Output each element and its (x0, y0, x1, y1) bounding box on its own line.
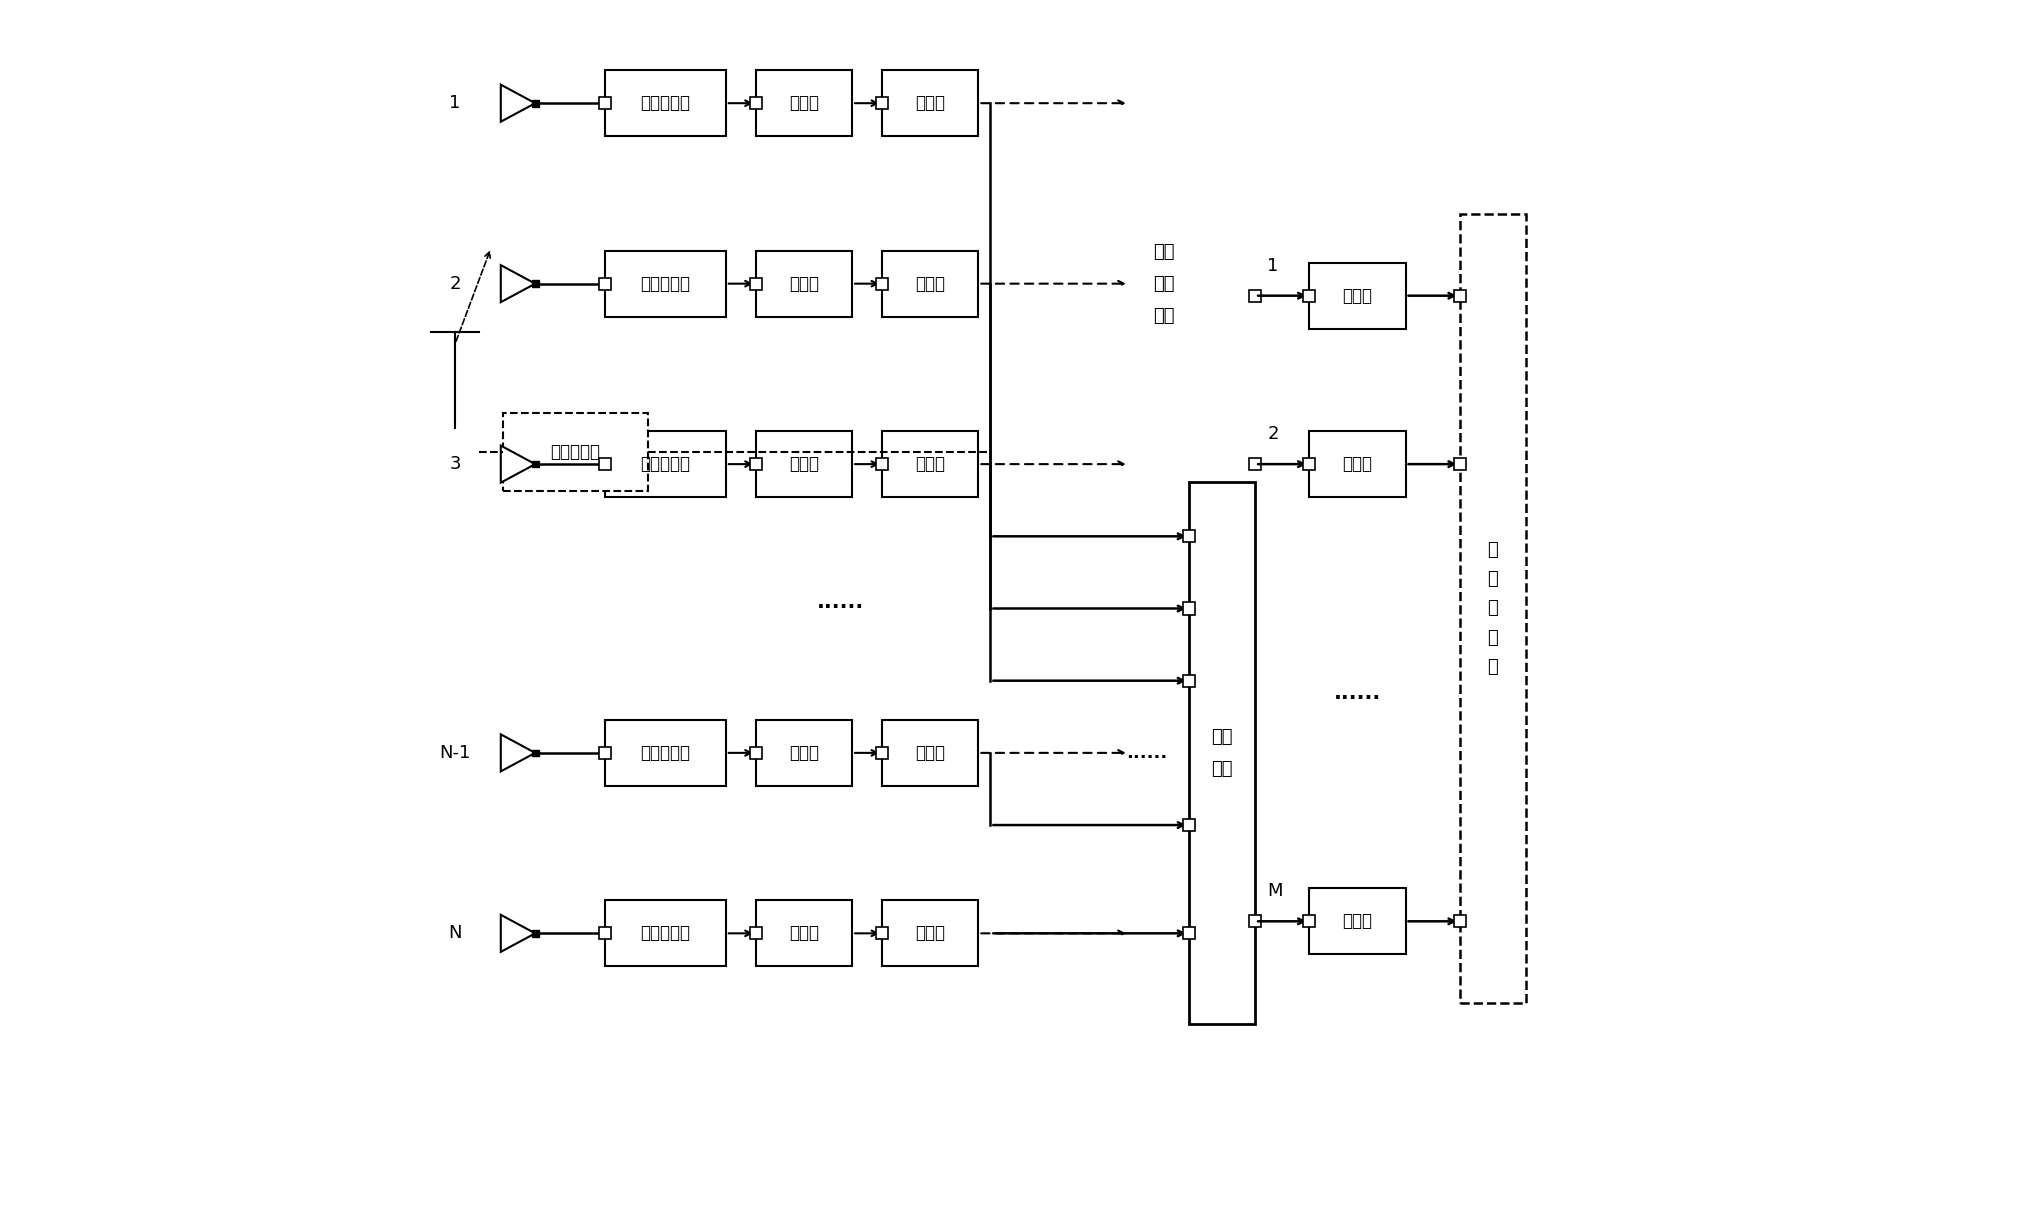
Polygon shape (500, 734, 535, 772)
FancyBboxPatch shape (1454, 915, 1466, 927)
FancyBboxPatch shape (1182, 819, 1194, 831)
FancyBboxPatch shape (1182, 674, 1194, 686)
FancyBboxPatch shape (750, 458, 762, 470)
FancyBboxPatch shape (756, 71, 851, 136)
FancyBboxPatch shape (599, 747, 611, 759)
Text: 接收机: 接收机 (789, 744, 819, 762)
FancyBboxPatch shape (1182, 602, 1194, 615)
Text: 变频器: 变频器 (1343, 455, 1372, 473)
Text: 2: 2 (450, 275, 460, 292)
Text: 3: 3 (450, 455, 460, 473)
FancyBboxPatch shape (502, 413, 647, 492)
FancyBboxPatch shape (599, 458, 611, 470)
FancyBboxPatch shape (605, 431, 726, 498)
FancyBboxPatch shape (875, 927, 887, 940)
FancyBboxPatch shape (756, 251, 851, 316)
FancyBboxPatch shape (605, 251, 726, 316)
FancyBboxPatch shape (605, 719, 726, 786)
Text: 变频器: 变频器 (1343, 913, 1372, 930)
FancyBboxPatch shape (1249, 458, 1261, 470)
Text: 变频器: 变频器 (1343, 287, 1372, 304)
FancyBboxPatch shape (750, 97, 762, 110)
Text: 耦合器: 耦合器 (916, 455, 946, 473)
FancyBboxPatch shape (881, 901, 978, 966)
FancyBboxPatch shape (750, 277, 762, 290)
FancyBboxPatch shape (756, 719, 851, 786)
FancyBboxPatch shape (1460, 214, 1525, 1003)
Text: 耦合器: 耦合器 (916, 275, 946, 292)
FancyBboxPatch shape (756, 431, 851, 498)
Text: 输入预选器: 输入预选器 (641, 455, 690, 473)
Text: M: M (1267, 882, 1283, 901)
FancyBboxPatch shape (875, 458, 887, 470)
Text: 耦合器: 耦合器 (916, 925, 946, 942)
FancyBboxPatch shape (599, 277, 611, 290)
Text: 接收机: 接收机 (789, 94, 819, 112)
FancyBboxPatch shape (1303, 915, 1315, 927)
FancyBboxPatch shape (750, 747, 762, 759)
FancyBboxPatch shape (756, 901, 851, 966)
Text: 接收机: 接收机 (789, 455, 819, 473)
FancyBboxPatch shape (532, 280, 539, 287)
Text: 耦合器: 耦合器 (916, 94, 946, 112)
Text: 校准信号源: 校准信号源 (551, 443, 601, 461)
Text: ......: ...... (1333, 683, 1382, 702)
FancyBboxPatch shape (1454, 290, 1466, 302)
Text: 去往
波束
合成: 去往 波束 合成 (1154, 242, 1174, 325)
FancyBboxPatch shape (875, 97, 887, 110)
FancyBboxPatch shape (1303, 290, 1315, 302)
FancyBboxPatch shape (605, 901, 726, 966)
FancyBboxPatch shape (605, 71, 726, 136)
Text: 接收机: 接收机 (789, 275, 819, 292)
Text: 输入预选器: 输入预选器 (641, 94, 690, 112)
Text: 开关
矩阵: 开关 矩阵 (1212, 728, 1232, 778)
FancyBboxPatch shape (1188, 482, 1255, 1023)
FancyBboxPatch shape (875, 747, 887, 759)
Text: 输入预选器: 输入预选器 (641, 275, 690, 292)
FancyBboxPatch shape (532, 930, 539, 937)
FancyBboxPatch shape (1309, 888, 1406, 954)
Text: ......: ...... (1125, 744, 1168, 762)
Text: 2: 2 (1267, 425, 1279, 443)
Polygon shape (500, 265, 535, 302)
Text: 1: 1 (450, 94, 460, 112)
Text: 输入预选器: 输入预选器 (641, 744, 690, 762)
Text: 1: 1 (1267, 257, 1279, 275)
FancyBboxPatch shape (881, 251, 978, 316)
FancyBboxPatch shape (1303, 458, 1315, 470)
FancyBboxPatch shape (875, 277, 887, 290)
FancyBboxPatch shape (1182, 927, 1194, 940)
Polygon shape (500, 445, 535, 483)
FancyBboxPatch shape (1309, 431, 1406, 498)
Text: 输入预选器: 输入预选器 (641, 925, 690, 942)
FancyBboxPatch shape (881, 719, 978, 786)
Text: ......: ...... (817, 593, 863, 612)
FancyBboxPatch shape (1454, 458, 1466, 470)
FancyBboxPatch shape (1249, 290, 1261, 302)
FancyBboxPatch shape (599, 927, 611, 940)
Text: N: N (448, 925, 462, 942)
FancyBboxPatch shape (1309, 263, 1406, 329)
Text: 耦合器: 耦合器 (916, 744, 946, 762)
FancyBboxPatch shape (532, 750, 539, 756)
Text: 校
准
处
理
器: 校 准 处 理 器 (1487, 542, 1499, 675)
Polygon shape (500, 85, 535, 122)
FancyBboxPatch shape (599, 97, 611, 110)
FancyBboxPatch shape (532, 100, 539, 107)
FancyBboxPatch shape (1249, 915, 1261, 927)
FancyBboxPatch shape (532, 461, 539, 467)
FancyBboxPatch shape (881, 431, 978, 498)
FancyBboxPatch shape (750, 927, 762, 940)
FancyBboxPatch shape (1182, 531, 1194, 543)
Text: N-1: N-1 (440, 744, 470, 762)
Text: 接收机: 接收机 (789, 925, 819, 942)
Polygon shape (500, 915, 535, 952)
FancyBboxPatch shape (881, 71, 978, 136)
